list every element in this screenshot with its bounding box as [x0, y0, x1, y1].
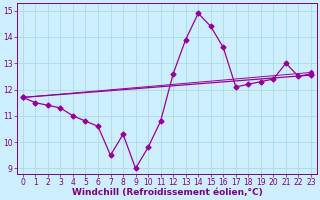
X-axis label: Windchill (Refroidissement éolien,°C): Windchill (Refroidissement éolien,°C) — [72, 188, 262, 197]
